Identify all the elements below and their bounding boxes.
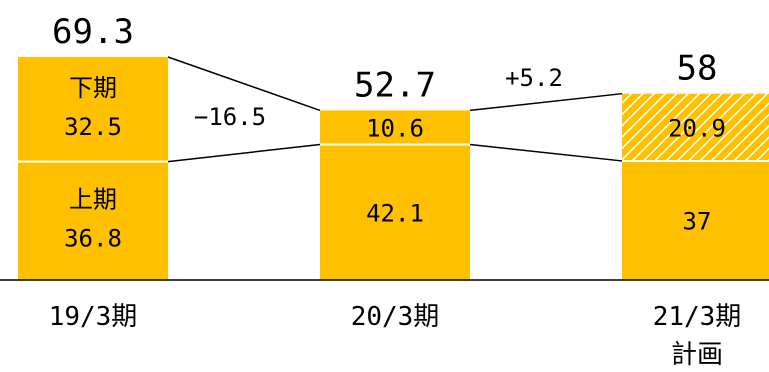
series-label-lower: 上期 [69, 186, 117, 214]
connector-line-top [469, 92, 623, 112]
connector-line-middle [167, 143, 321, 163]
total-label: 69.3 [52, 12, 134, 52]
category-label: 19/3期 [49, 302, 138, 332]
bar-2-upper-segment [320, 110, 470, 145]
bar-2-lower-segment [320, 144, 470, 280]
change-label: −16.5 [194, 103, 266, 131]
segment-label-upper: 20.9 [668, 114, 726, 142]
connector-line-top [167, 56, 321, 112]
bar-1-lower-segment [18, 161, 168, 280]
total-label: 58 [677, 49, 718, 89]
segment-label-upper: 10.6 [366, 114, 424, 142]
category-label: 計画 [671, 340, 723, 370]
bar-3-upper-segment [622, 93, 769, 161]
category-label: 21/3期 [653, 302, 742, 332]
total-label: 52.7 [354, 65, 436, 105]
bar-3-lower-segment [622, 160, 769, 280]
segment-label-lower: 37 [683, 207, 712, 235]
connector-line-middle [469, 143, 623, 162]
category-label: 20/3期 [351, 302, 440, 332]
change-label: +5.2 [505, 64, 563, 92]
segment-label-lower: 42.1 [366, 199, 424, 227]
bar-1-upper-segment [18, 57, 168, 162]
series-label-upper: 下期 [69, 74, 117, 102]
segment-label-lower: 36.8 [64, 225, 122, 253]
segment-label-upper: 32.5 [64, 113, 122, 141]
